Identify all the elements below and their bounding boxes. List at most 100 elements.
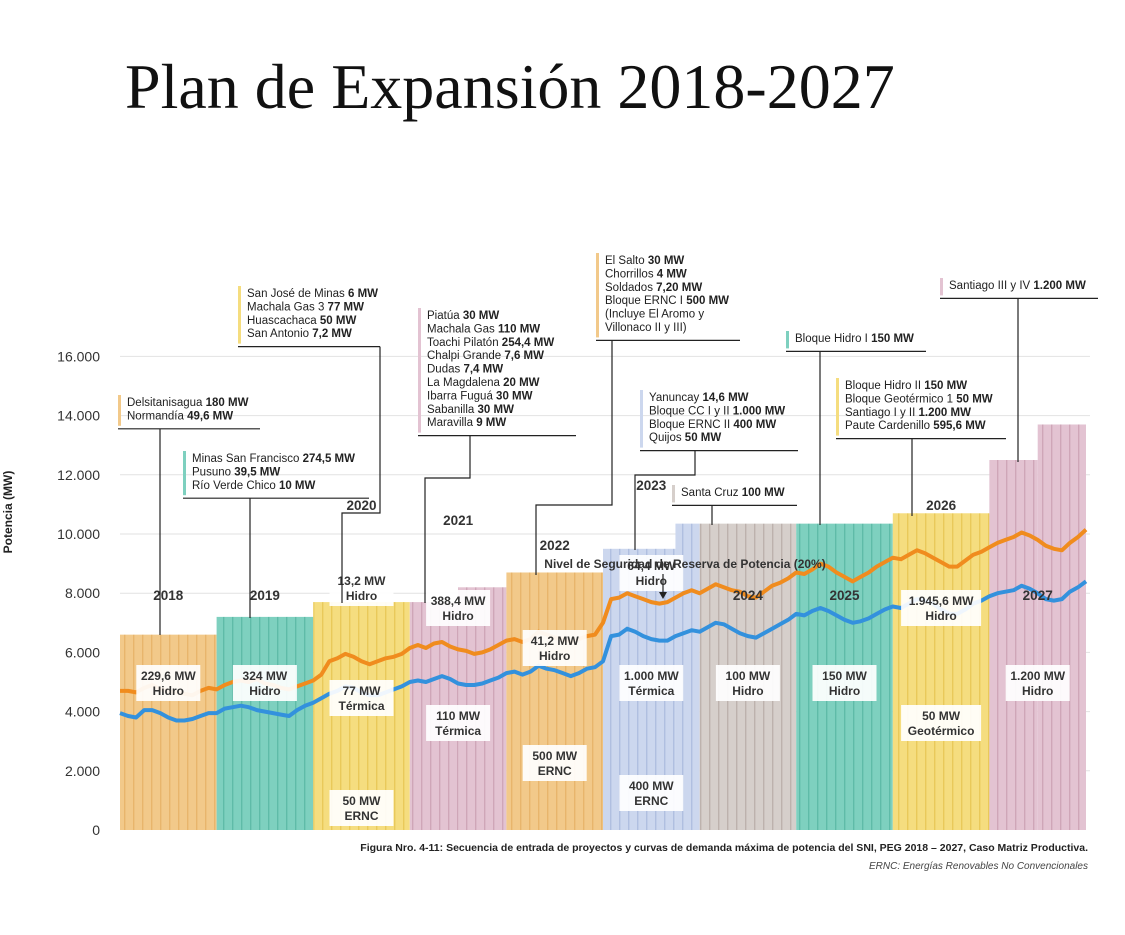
annotation-line: Sabanilla 30 MW xyxy=(427,404,514,416)
annotation-line: Villonaco II y III) xyxy=(605,322,687,334)
annotation-line: Toachi Pilatón 254,4 MW xyxy=(427,337,554,349)
annotation-line: Bloque Geotérmico 1 50 MW xyxy=(845,393,993,405)
capacity-box-mw: 41,2 MW xyxy=(531,634,580,648)
capacity-block-2027 xyxy=(1037,424,1086,830)
capacity-box-type: Hidro xyxy=(1022,684,1053,698)
capacity-box xyxy=(329,570,394,606)
annotation-line: Maravilla 9 MW xyxy=(427,417,506,429)
figure-caption: Figura Nro. 4-11: Secuencia de entrada d… xyxy=(360,842,1088,854)
reserve-level-label: Nivel de Seguridad de Reserva de Potenci… xyxy=(544,557,825,571)
year-label-2026: 2026 xyxy=(926,498,957,513)
annotation-line: Quijos 50 MW xyxy=(649,432,721,444)
annotation-line: Santiago III y IV 1.200 MW xyxy=(949,280,1086,292)
capacity-box-mw: 1.945,6 MW xyxy=(909,594,974,608)
capacity-box-mw: 100 MW xyxy=(726,669,771,683)
capacity-box-mw: 229,6 MW xyxy=(141,669,196,683)
capacity-box-mw: 500 MW xyxy=(532,749,577,763)
year-label-2018: 2018 xyxy=(153,588,184,603)
y-tick-label: 8.000 xyxy=(65,585,100,601)
annotation-line: Bloque CC I y II 1.000 MW xyxy=(649,405,785,417)
capacity-box-type: Hidro xyxy=(732,684,763,698)
capacity-box-type: Hidro xyxy=(442,609,473,623)
capacity-box-mw: 388,4 MW xyxy=(431,594,486,608)
capacity-block-2022 xyxy=(506,572,603,830)
year-label-2025: 2025 xyxy=(829,588,860,603)
capacity-box xyxy=(1005,665,1070,701)
capacity-box-type: ERNC xyxy=(538,764,572,778)
capacity-box-mw: 324 MW xyxy=(243,669,288,683)
capacity-box xyxy=(426,705,491,741)
capacity-box-type: Hidro xyxy=(249,684,280,698)
reserve-arrow xyxy=(659,574,667,599)
y-tick-label: 10.000 xyxy=(57,526,100,542)
annotation-line: Chalpi Grande 7,6 MW xyxy=(427,350,544,362)
capacity-box-mw: 1.000 MW xyxy=(624,669,679,683)
capacity-box-type: Hidro xyxy=(539,649,570,663)
annotation-line: (Incluye El Aromo y xyxy=(605,309,704,321)
annotation-line: San Antonio 7,2 MW xyxy=(247,328,352,340)
capacity-box xyxy=(715,665,780,701)
slide-title: Plan de Expansión 2018-2027 xyxy=(125,51,895,122)
capacity-box xyxy=(329,680,394,716)
capacity-block-2027 xyxy=(989,460,1038,830)
annotation-line: San José de Minas 6 MW xyxy=(247,288,378,300)
year-label-2023: 2023 xyxy=(636,478,667,493)
capacity-box-mw: 1.200 MW xyxy=(1010,669,1065,683)
y-axis-label: Potencia (MW) xyxy=(1,471,15,554)
annotation-line: Minas San Francisco 274,5 MW xyxy=(192,453,355,465)
capacity-block-2026 xyxy=(892,513,990,830)
capacity-box-mw: 400 MW xyxy=(629,779,674,793)
capacity-box xyxy=(522,745,587,781)
annotation-line: Huascachaca 50 MW xyxy=(247,315,356,327)
capacity-box-mw: 64,4 MW xyxy=(627,559,676,573)
annotation-line: Machala Gas 110 MW xyxy=(427,323,540,335)
annotation-line: Río Verde Chico 10 MW xyxy=(192,480,316,492)
year-label-2019: 2019 xyxy=(250,588,280,603)
capacity-box xyxy=(812,665,877,701)
capacity-box xyxy=(901,590,982,626)
annotation-line: Yanuncay 14,6 MW xyxy=(649,392,749,404)
capacity-block-2019 xyxy=(216,616,314,830)
y-tick-label: 6.000 xyxy=(65,644,100,660)
figure-footnote: ERNC: Energías Renovables No Convenciona… xyxy=(869,861,1088,872)
y-tick-label: 12.000 xyxy=(57,467,100,483)
annotation-line: La Magdalena 20 MW xyxy=(427,377,540,389)
capacity-box-type: Hidro xyxy=(636,574,667,588)
capacity-box-mw: 110 MW xyxy=(436,709,481,723)
capacity-box-type: Hidro xyxy=(346,589,377,603)
y-tick-label: 4.000 xyxy=(65,704,100,720)
annotation-line: Soldados 7,20 MW xyxy=(605,282,702,294)
capacity-box-type: Hidro xyxy=(829,684,860,698)
annotation-line: Dudas 7,4 MW xyxy=(427,364,503,376)
annotation-line: Delsitanisagua 180 MW xyxy=(127,397,249,409)
capacity-box-type: Térmica xyxy=(628,684,674,698)
annotation-line: El Salto 30 MW xyxy=(605,255,684,267)
annotation-line: Normandía 49,6 MW xyxy=(127,410,233,422)
capacity-box xyxy=(426,590,491,626)
capacity-box xyxy=(619,555,684,591)
annotation-line: Santiago I y II 1.200 MW xyxy=(845,407,971,419)
y-tick-label: 14.000 xyxy=(57,408,100,424)
capacity-box xyxy=(329,790,394,826)
project-annotation: Bloque Hidro I 150 MW xyxy=(786,331,926,525)
year-label-2024: 2024 xyxy=(733,588,764,603)
capacity-box-type: Hidro xyxy=(925,609,956,623)
annotation-line: Chorrillos 4 MW xyxy=(605,268,687,280)
capacity-box-type: Térmica xyxy=(435,724,481,738)
capacity-box xyxy=(232,665,297,701)
y-tick-label: 16.000 xyxy=(57,348,100,364)
capacity-box-mw: 50 MW xyxy=(922,709,961,723)
capacity-box-mw: 150 MW xyxy=(822,669,867,683)
capacity-box-type: Térmica xyxy=(338,699,384,713)
year-label-2027: 2027 xyxy=(1023,588,1053,603)
annotation-line: Paute Cardenillo 595,6 MW xyxy=(845,420,986,432)
capacity-box xyxy=(522,630,587,666)
capacity-box-type: ERNC xyxy=(344,809,378,823)
annotation-line: Bloque ERNC II 400 MW xyxy=(649,419,776,431)
annotation-line: Ibarra Fuguá 30 MW xyxy=(427,390,533,402)
